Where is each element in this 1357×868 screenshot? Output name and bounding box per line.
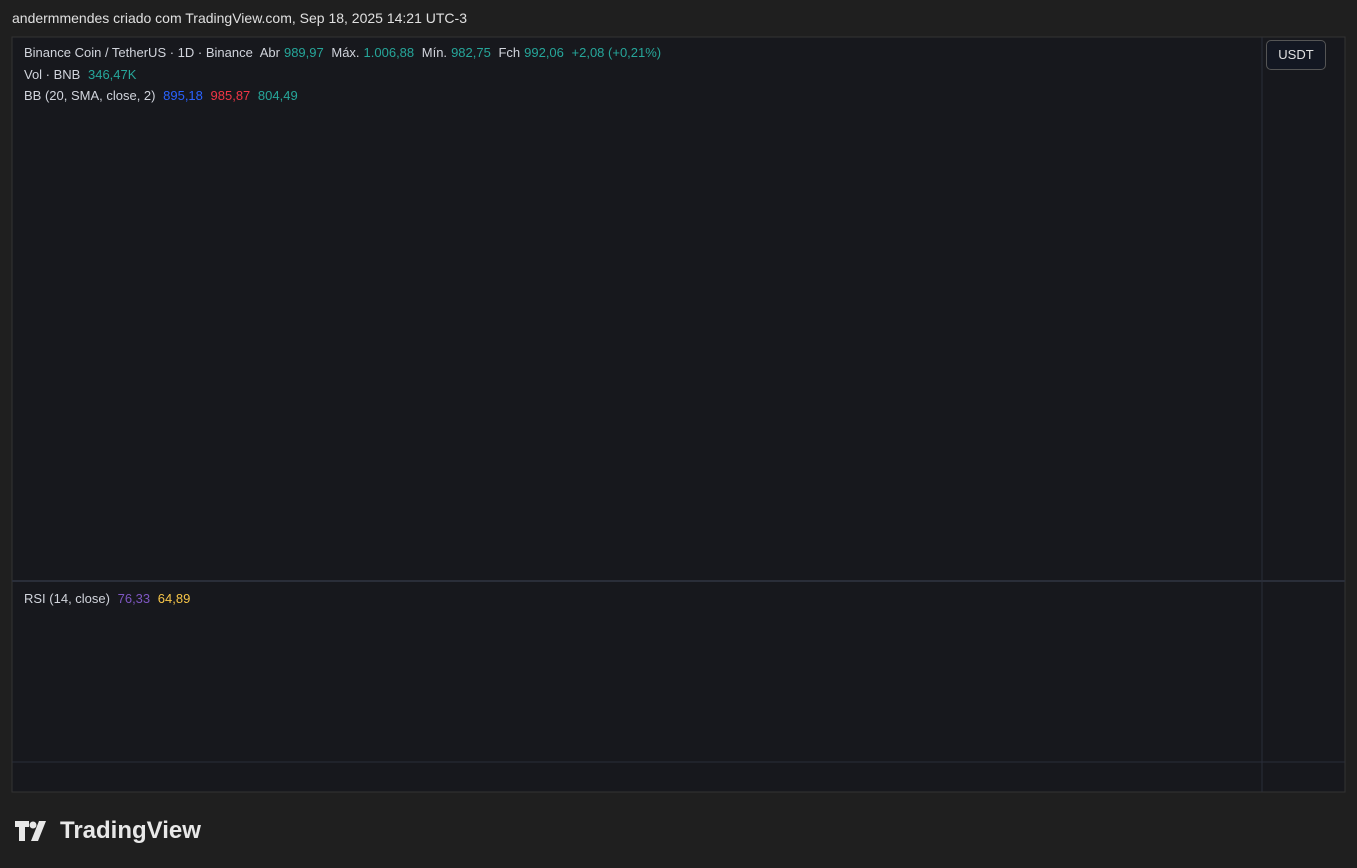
- brand-name: TradingView: [60, 817, 201, 844]
- rsi-ma-value: 64,89: [157, 591, 191, 606]
- open-label: Abr: [259, 45, 280, 60]
- brand-logo: [15, 821, 46, 841]
- bb-lower: 804,49: [257, 88, 298, 103]
- legend-main: Binance Coin / TetherUS · 1D · Binance A…: [24, 45, 665, 60]
- bb-upper: 985,87: [210, 88, 251, 103]
- close-value: 992,06: [524, 45, 564, 60]
- legend-rsi: RSI (14, close) 76,33 64,89: [24, 591, 194, 606]
- legend-bb: BB (20, SMA, close, 2) 895,18 985,87 804…: [24, 88, 302, 103]
- volume-value: 346,47K: [87, 67, 137, 82]
- legend-volume: Vol · BNB 346,47K: [24, 67, 140, 82]
- rsi-name: RSI (14, close): [24, 591, 110, 606]
- rsi-value: 76,33: [117, 591, 151, 606]
- high-value: 1.006,88: [363, 45, 415, 60]
- volume-name: Vol · BNB: [24, 67, 81, 82]
- low-value: 982,75: [451, 45, 491, 60]
- change: +2,08 (+0,21%): [571, 45, 662, 60]
- header: andermmendes criado com TradingView.com,…: [12, 10, 467, 26]
- high-label: Máx.: [331, 45, 360, 60]
- chart-frame: [11, 36, 1346, 793]
- bb-name: BB (20, SMA, close, 2): [24, 88, 156, 103]
- symbol: Binance Coin / TetherUS · 1D · Binance: [24, 45, 253, 60]
- open-value: 989,97: [283, 45, 324, 60]
- close-label: Fch: [498, 45, 521, 60]
- currency-button[interactable]: USDT: [1266, 40, 1326, 70]
- bb-basis: 895,18: [163, 88, 203, 103]
- low-label: Mín.: [421, 45, 448, 60]
